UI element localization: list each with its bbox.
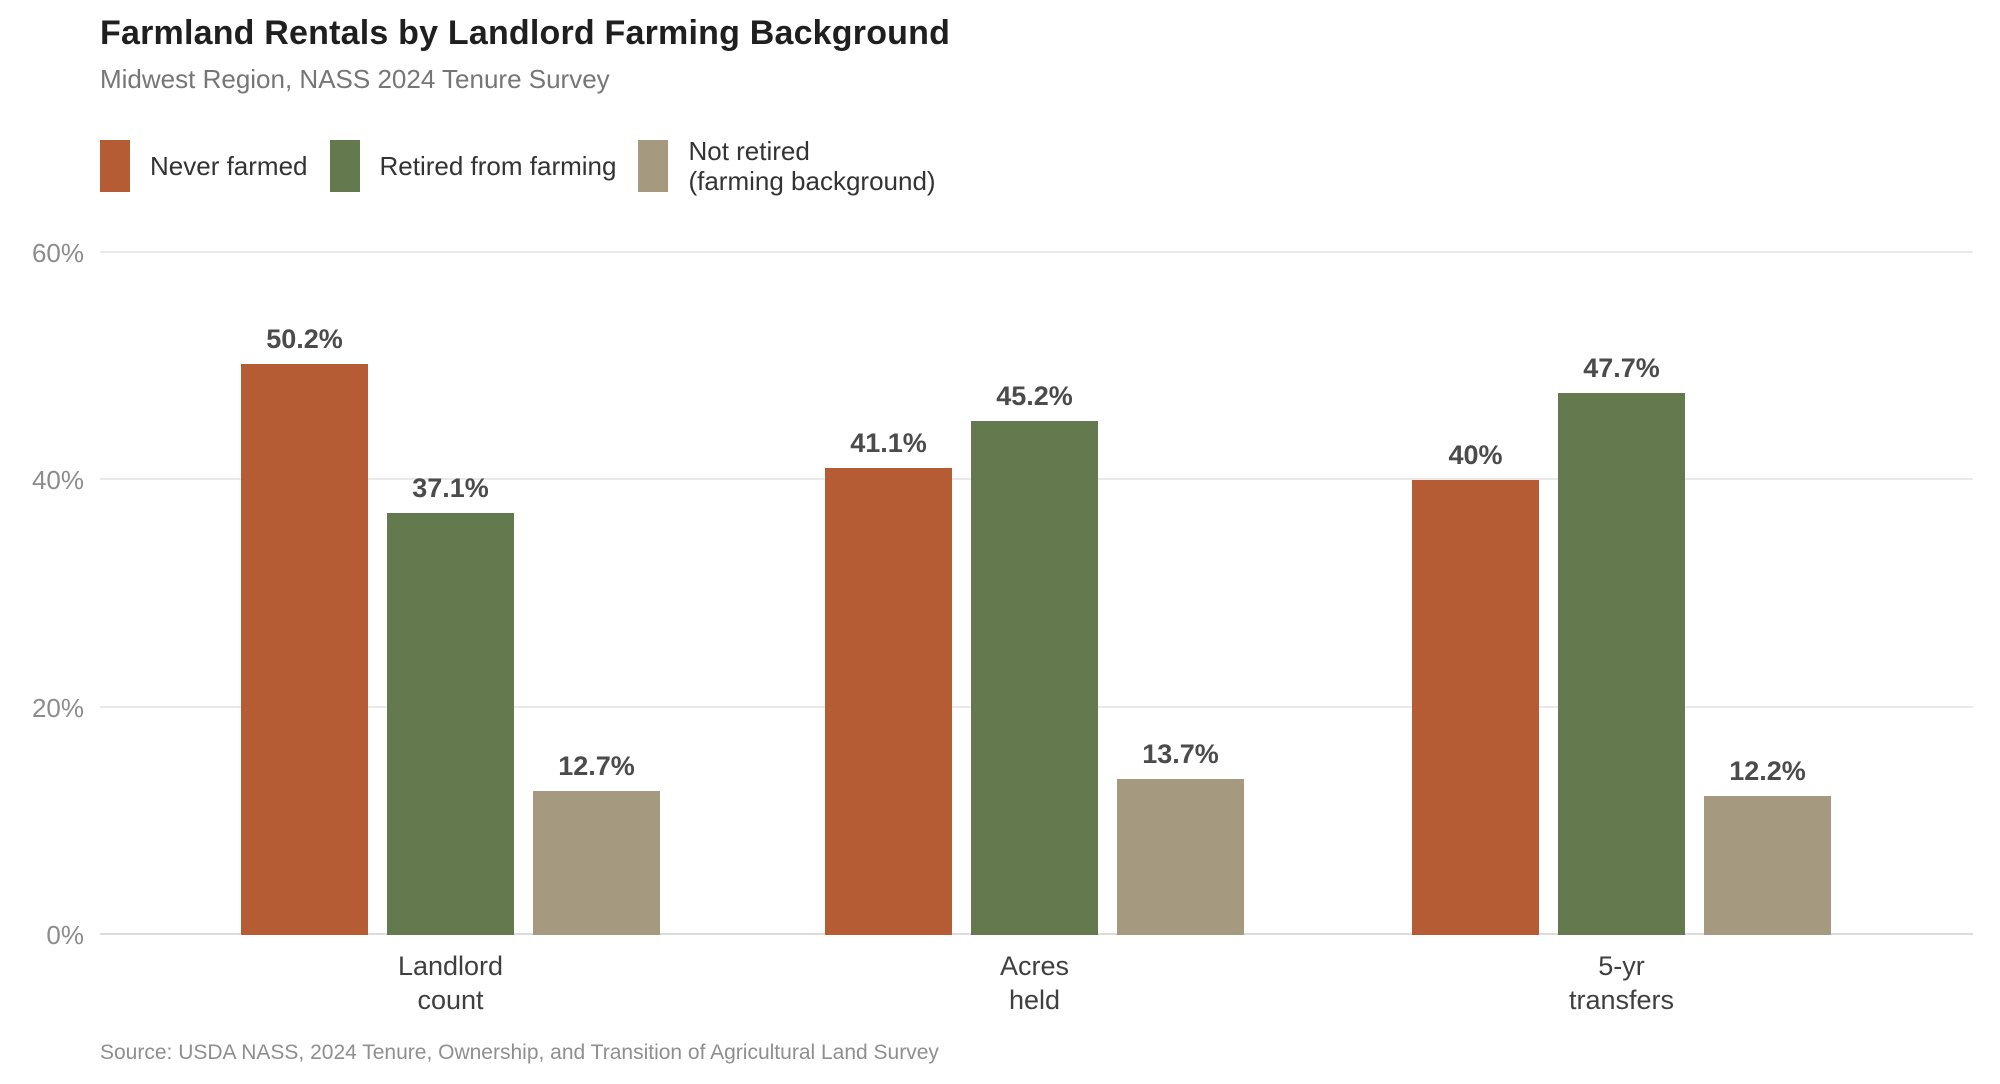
source-note: Source: USDA NASS, 2024 Tenure, Ownershi… [100,1041,939,1064]
category-label: 5-yr transfers [1568,951,1675,1015]
bar-retired-from-farming: 47.7% [1558,353,1685,935]
chart-subtitle: Midwest Region, NASS 2024 Tenure Survey [100,64,610,94]
bar-never-farmed: 40% [1412,440,1539,935]
legend-item-not-retired: Not retired (farming background) [638,136,936,196]
bar-value-label: 12.2% [1729,756,1806,787]
bar-never-farmed: 41.1% [825,428,952,935]
plot-area: 50.2% 37.1% 12.7% Landlord count 41.1% 45.2% 1… [100,251,1973,1015]
category-label: Acres held [999,951,1070,1015]
bar-retired-from-farming: 45.2% [971,381,1098,935]
bar-group: 50.2% 37.1% 12.7% Landlord count [241,324,660,1015]
bar-group: 41.1% 45.2% 13.7% Acres held [825,381,1244,1015]
y-tick-label-0%: 0% [46,920,84,950]
bar-value-label: 45.2% [996,381,1073,412]
bar-retired-from-farming: 37.1% [387,473,514,935]
y-tick-label-40%: 40% [31,465,84,496]
legend-label-retired-from-farming: Retired from farming [379,151,617,181]
legend-swatch-never-farmed [100,140,130,192]
bar-value-label: 47.7% [1583,352,1660,383]
category-label: Landlord count [397,951,504,1015]
bar-value-label: 50.2% [266,324,343,355]
bar-group: 40% 47.7% 12.2% 5-yr transfers [1412,353,1831,1015]
bar-value-label: 40% [1448,440,1503,471]
legend-label-never-farmed: Never farmed [150,151,308,181]
bar-not-retired: 12.7% [533,751,660,935]
bar-value-label: 37.1% [412,473,489,504]
legend-swatch-retired-from-farming [329,140,360,192]
legend-swatch-not-retired [638,140,669,192]
bar-not-retired: 13.7% [1117,739,1244,935]
y-tick-label-60%: 60% [31,238,84,268]
y-tick-label-20%: 20% [31,692,84,723]
chart-title: Farmland Rentals by Landlord Farming Bac… [100,14,951,52]
legend-label-not-retired: Not retired (farming background) [688,136,936,196]
bar-value-label: 12.7% [558,750,635,781]
legend-item-retired-from-farming: Retired from farming [329,140,617,192]
bar-value-label: 13.7% [1142,739,1219,770]
bar-never-farmed: 50.2% [241,324,368,935]
legend: Never farmed Retired from farming Not reti… [100,136,936,196]
bar-not-retired: 12.2% [1704,756,1831,935]
legend-item-never-farmed: Never farmed [100,140,308,192]
bar-value-label: 41.1% [850,427,927,458]
gridline-60% [100,251,1973,253]
